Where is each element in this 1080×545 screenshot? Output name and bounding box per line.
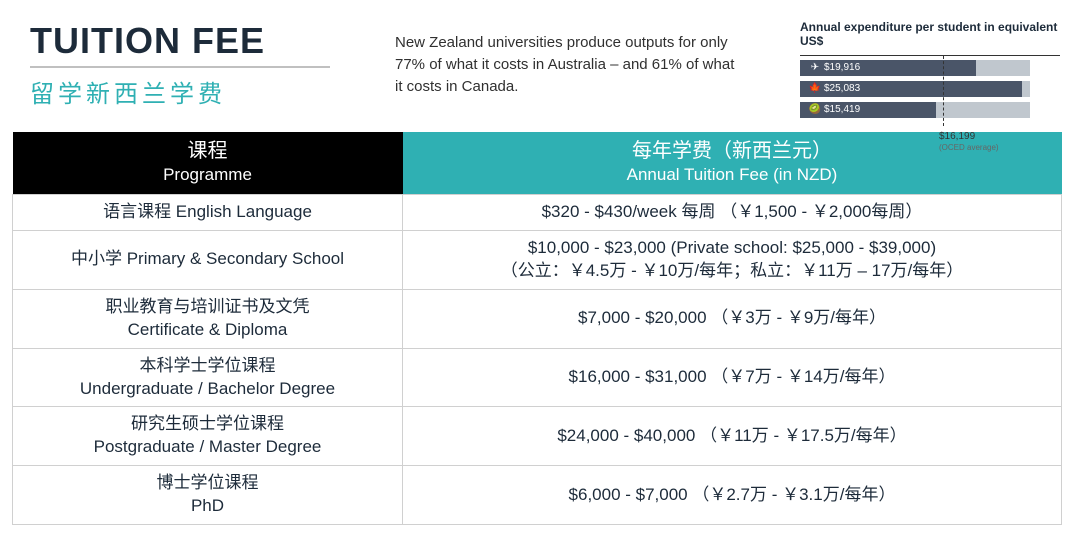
expenditure-chart: Annual expenditure per student in equiva… [800, 20, 1080, 122]
table-row: 语言课程 English Language$320 - $430/week 每周… [13, 194, 1062, 230]
col2-zh: 每年学费（新西兰元） [632, 140, 832, 162]
col1-en: Programme [13, 164, 403, 186]
programme-cell: 研究生硕士学位课程Postgraduate / Master Degree [13, 407, 403, 466]
bar-icon: 🥝 [806, 104, 824, 115]
fee-cell: $16,000 - $31,000 （￥7万 - ￥14万/每年） [403, 348, 1062, 407]
programme-cell: 中小学 Primary & Secondary School [13, 230, 403, 289]
chart-bar: ✈$19,916 [800, 59, 1060, 77]
table-row: 研究生硕士学位课程Postgraduate / Master Degree$24… [13, 407, 1062, 466]
chart-bar: 🥝$15,419 [800, 101, 1060, 119]
programme-cell: 博士学位课程PhD [13, 466, 403, 525]
title-en: TUITION FEE [30, 20, 330, 68]
table-row: 中小学 Primary & Secondary School$10,000 - … [13, 230, 1062, 289]
fee-cell: $10,000 - $23,000 (Private school: $25,0… [403, 230, 1062, 289]
programme-cell: 本科学士学位课程Undergraduate / Bachelor Degree [13, 348, 403, 407]
bar-icon: ✈ [806, 62, 824, 73]
title-zh: 留学新西兰学费 [30, 74, 330, 109]
bar-value: $25,083 [824, 83, 860, 94]
fee-cell: $6,000 - $7,000 （￥2.7万 - ￥3.1万/每年） [403, 466, 1062, 525]
tuition-table: 课程 Programme 每年学费（新西兰元） Annual Tuition F… [12, 132, 1062, 525]
fee-cell: $24,000 - $40,000 （￥11万 - ￥17.5万/每年） [403, 407, 1062, 466]
col2-en: Annual Tuition Fee (in NZD) [403, 164, 1062, 186]
title-block: TUITION FEE 留学新西兰学费 [30, 20, 330, 122]
avg-label: $16,199(OCED average) [939, 131, 1019, 153]
blurb-text: New Zealand universities produce outputs… [395, 20, 735, 122]
col-programme-header: 课程 Programme [13, 132, 403, 195]
col1-zh: 课程 [188, 140, 228, 162]
programme-cell: 职业教育与培训证书及文凭Certificate & Diploma [13, 289, 403, 348]
table-row: 职业教育与培训证书及文凭Certificate & Diploma$7,000 … [13, 289, 1062, 348]
fee-cell: $7,000 - $20,000 （￥3万 - ￥9万/每年） [403, 289, 1062, 348]
programme-cell: 语言课程 English Language [13, 194, 403, 230]
chart-bar: 🍁$25,083 [800, 80, 1060, 98]
avg-line [943, 56, 944, 126]
chart-title: Annual expenditure per student in equiva… [800, 20, 1060, 49]
bar-icon: 🍁 [806, 83, 824, 94]
fee-cell: $320 - $430/week 每周 （￥1,500 - ￥2,000每周） [403, 194, 1062, 230]
table-row: 博士学位课程PhD$6,000 - $7,000 （￥2.7万 - ￥3.1万/… [13, 466, 1062, 525]
table-row: 本科学士学位课程Undergraduate / Bachelor Degree$… [13, 348, 1062, 407]
bar-value: $19,916 [824, 62, 860, 73]
bar-value: $15,419 [824, 104, 860, 115]
